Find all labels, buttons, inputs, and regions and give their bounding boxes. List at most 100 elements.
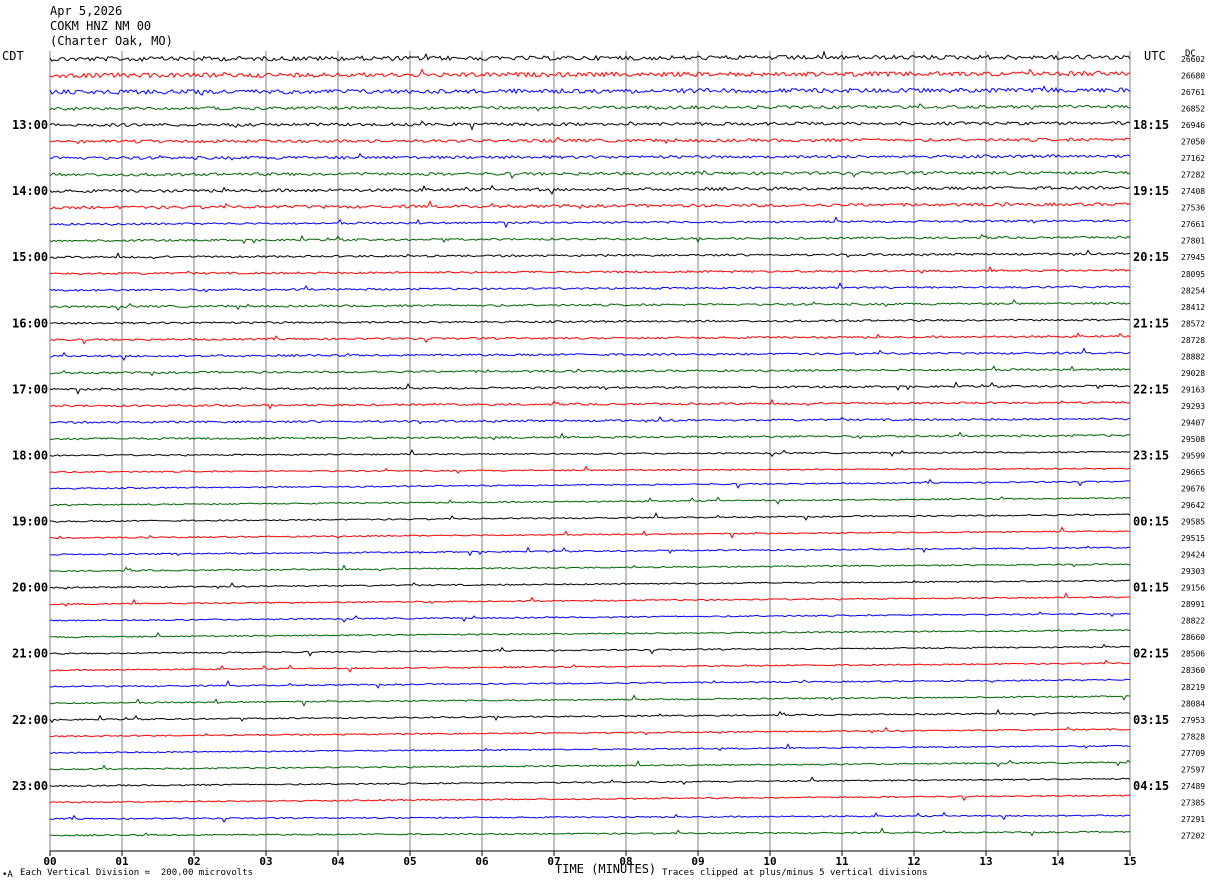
right-hour-label: 04:15 xyxy=(1133,779,1169,793)
seismic-trace xyxy=(49,743,1131,754)
seismic-trace xyxy=(49,398,1131,410)
dc-value-label: 26761 xyxy=(1181,88,1205,97)
x-tick-label: 02 xyxy=(187,855,200,868)
dc-value-label: 27828 xyxy=(1181,732,1205,741)
dc-value-label: 27597 xyxy=(1181,765,1205,774)
x-tick-label: 10 xyxy=(763,855,776,868)
seismic-trace xyxy=(49,169,1131,180)
dc-value-label: 27385 xyxy=(1181,798,1205,807)
dc-value-label: 29407 xyxy=(1181,418,1205,427)
x-tick-label: 06 xyxy=(475,855,489,868)
dc-value-label: 27709 xyxy=(1181,749,1205,758)
left-hour-label: 15:00 xyxy=(12,250,48,264)
left-hour-label: 20:00 xyxy=(12,581,48,595)
x-axis-title: TIME (MINUTES) xyxy=(555,862,657,876)
dc-value-label: 27801 xyxy=(1181,237,1205,246)
dc-value-label: 28084 xyxy=(1181,699,1205,708)
seismic-trace xyxy=(49,526,1130,540)
dc-value-label: 27162 xyxy=(1181,154,1205,163)
seismic-trace xyxy=(49,347,1131,362)
dc-value-label: 28412 xyxy=(1181,303,1205,312)
seismic-trace xyxy=(49,563,1131,573)
x-tick-label: 07 xyxy=(547,855,560,868)
seismic-trace xyxy=(49,448,1131,458)
seismic-trace xyxy=(49,200,1131,210)
dc-value-label: 27953 xyxy=(1181,716,1205,725)
dc-value-label: 29303 xyxy=(1181,567,1205,576)
seismic-trace xyxy=(49,68,1131,79)
dc-value-label: 26602 xyxy=(1181,55,1205,64)
seismic-trace xyxy=(49,465,1131,474)
dc-value-label: 27282 xyxy=(1181,171,1205,180)
seismic-trace xyxy=(49,85,1131,96)
dc-value-label: 28572 xyxy=(1181,319,1205,328)
right-hour-label: 03:15 xyxy=(1133,713,1169,727)
dc-value-label: 28095 xyxy=(1181,270,1205,279)
seismic-trace xyxy=(49,629,1131,639)
x-tick-label: 01 xyxy=(115,855,129,868)
left-hour-label: 23:00 xyxy=(12,779,48,793)
x-tick-label: 11 xyxy=(835,855,849,868)
left-hour-label: 17:00 xyxy=(12,382,48,396)
corner-mark: •A xyxy=(2,870,13,880)
seismic-trace xyxy=(49,318,1131,325)
left-hour-label: 22:00 xyxy=(12,713,48,727)
seismic-trace xyxy=(49,694,1131,707)
dc-value-label: 27661 xyxy=(1181,220,1205,229)
seismic-trace xyxy=(49,265,1131,276)
seismic-trace xyxy=(50,512,1131,523)
x-tick-label: 05 xyxy=(403,855,416,868)
dc-value-label: 28822 xyxy=(1181,617,1205,626)
seismic-trace xyxy=(49,659,1131,673)
seismic-trace xyxy=(49,50,1131,62)
dc-label: DC xyxy=(1185,49,1196,59)
dc-value-label: 29163 xyxy=(1181,385,1205,394)
dc-value-label: 26946 xyxy=(1181,121,1205,130)
seismic-trace xyxy=(49,184,1131,195)
dc-value-label: 29642 xyxy=(1181,501,1205,510)
dc-value-label: 28991 xyxy=(1181,600,1205,609)
plot-date: Apr 5,2026 xyxy=(50,4,123,18)
dc-value-label: 27050 xyxy=(1181,138,1205,147)
dc-value-label: 29293 xyxy=(1181,402,1205,411)
dc-value-label: 29156 xyxy=(1181,584,1205,593)
seismic-trace xyxy=(49,431,1131,441)
dc-value-label: 28219 xyxy=(1181,683,1205,692)
right-hour-label: 20:15 xyxy=(1133,250,1169,264)
seismic-trace xyxy=(49,281,1131,293)
dc-value-label: 29585 xyxy=(1181,518,1205,527)
seismic-trace xyxy=(49,545,1131,557)
right-hour-label: 01:15 xyxy=(1133,581,1169,595)
dc-value-label: 27536 xyxy=(1181,204,1205,213)
left-hour-label: 13:00 xyxy=(12,118,48,132)
seismic-trace xyxy=(49,136,1131,145)
seismic-trace xyxy=(49,708,1131,724)
seismic-trace xyxy=(49,611,1131,623)
x-tick-label: 14 xyxy=(1051,855,1065,868)
seismic-trace xyxy=(50,365,1131,377)
x-tick-label: 09 xyxy=(691,855,704,868)
seismic-trace xyxy=(49,794,1131,804)
right-hour-label: 02:15 xyxy=(1133,647,1169,661)
dc-value-label: 27489 xyxy=(1181,782,1205,791)
x-tick-label: 03 xyxy=(259,855,272,868)
seismic-trace xyxy=(50,592,1131,607)
x-tick-label: 08 xyxy=(619,855,632,868)
seismic-trace xyxy=(49,643,1131,657)
dc-value-label: 27945 xyxy=(1181,253,1205,262)
x-tick-label: 15 xyxy=(1123,855,1136,868)
x-tick-label: 00 xyxy=(43,855,56,868)
right-timezone-label: UTC xyxy=(1144,49,1166,63)
dc-value-label: 28360 xyxy=(1181,666,1205,675)
seismic-trace xyxy=(49,759,1131,771)
right-hour-label: 23:15 xyxy=(1133,448,1169,462)
dc-value-label: 26680 xyxy=(1181,72,1205,81)
x-tick-label: 13 xyxy=(979,855,992,868)
left-timezone-label: CDT xyxy=(2,49,24,63)
seismic-trace xyxy=(49,811,1131,823)
dc-value-label: 28882 xyxy=(1181,352,1205,361)
seismic-trace xyxy=(49,776,1131,787)
seismic-trace xyxy=(49,827,1131,837)
right-hour-label: 00:15 xyxy=(1133,515,1169,529)
left-hour-label: 16:00 xyxy=(12,316,48,330)
